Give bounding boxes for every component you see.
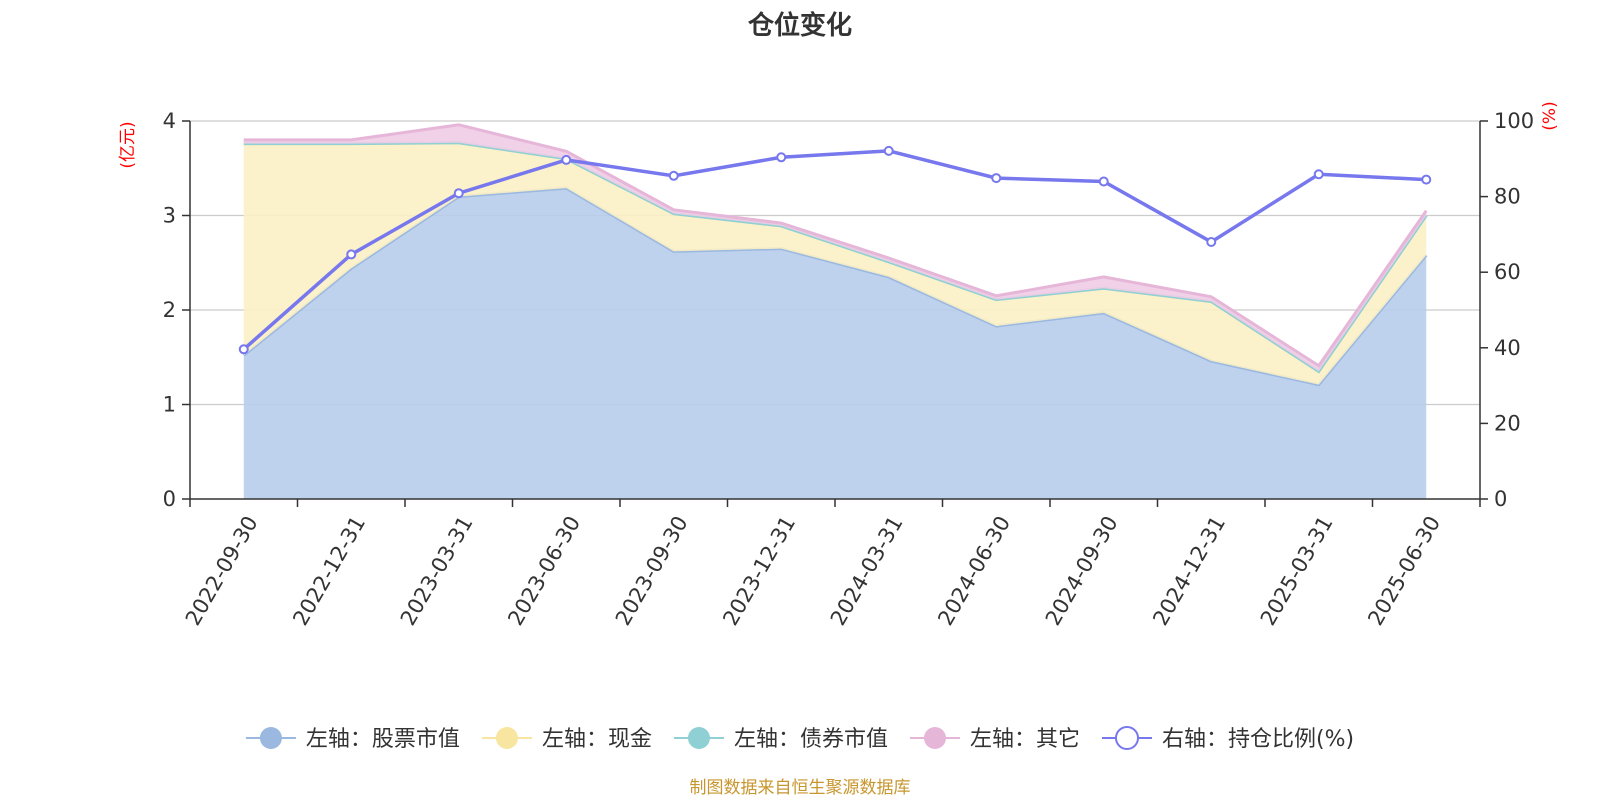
ratio-point: [346, 249, 357, 260]
area-左轴：股票市值: [243, 188, 1427, 499]
ratio-point: [883, 145, 894, 156]
x-tick-label: 2023-06-30: [503, 512, 585, 630]
ratio-point: [776, 152, 787, 163]
legend-swatch-marker: [495, 727, 518, 749]
left-tick-label: 3: [163, 204, 176, 228]
area-左轴：现金: [243, 142, 1427, 385]
legend-label: 左轴：其它: [970, 727, 1080, 752]
ratio-point: [1313, 169, 1324, 180]
legend-label: 左轴：债券市值: [734, 727, 888, 752]
x-tick-label: 2025-03-31: [1256, 512, 1338, 630]
x-tick-label: 2024-06-30: [933, 512, 1015, 630]
x-tick-label: 2023-12-31: [718, 512, 800, 630]
area-edge-左轴：其它: [243, 123, 1428, 368]
ratio-point: [238, 344, 249, 355]
legend-item: 左轴：其它: [909, 727, 1080, 752]
area-edge-左轴：债券市值: [243, 141, 1428, 374]
ratio-point: [1421, 174, 1432, 185]
legend-item: 右轴：持仓比例(%): [1101, 726, 1354, 752]
ratio-point: [561, 154, 572, 165]
ratio-point: [1206, 236, 1217, 247]
right-tick-label: 80: [1494, 185, 1521, 209]
ratio-line-layer: [238, 145, 1432, 355]
ratio-point: [453, 188, 464, 199]
x-tick-label: 2023-03-31: [396, 512, 478, 630]
x-tick-label: 2022-09-30: [181, 512, 263, 630]
x-tick-label: 2023-09-30: [611, 512, 693, 630]
right-tick-label: 20: [1494, 411, 1521, 435]
legend-swatch-marker: [923, 727, 946, 749]
legend-item: 左轴：债券市值: [673, 727, 888, 752]
x-tick-label: 2024-03-31: [826, 512, 908, 630]
right-tick-label: 60: [1494, 260, 1521, 284]
legend: 左轴：股票市值 左轴：现金 左轴：债券市值 左轴：其它 右轴：持仓比例(%): [245, 726, 1354, 752]
right-tick-label: 40: [1494, 336, 1521, 360]
right-axis-unit: (%): [1540, 101, 1560, 130]
data-source-note: 制图数据来自恒生聚源数据库: [690, 778, 911, 798]
legend-item: 左轴：股票市值: [245, 727, 460, 752]
left-tick-label: 0: [163, 487, 176, 511]
x-tick-label: 2022-12-31: [288, 512, 370, 630]
legend-label: 左轴：现金: [542, 727, 652, 752]
legend-label: 右轴：持仓比例(%): [1162, 727, 1354, 752]
stacked-areas: [242, 123, 1428, 499]
right-tick-label: 100: [1494, 109, 1534, 133]
x-tick-label: 2024-12-31: [1148, 512, 1230, 630]
left-tick-label: 4: [163, 109, 176, 133]
left-tick-label: 1: [163, 393, 176, 417]
ratio-point: [668, 170, 679, 181]
left-tick-label: 2: [163, 298, 176, 322]
legend-swatch-marker: [259, 727, 282, 749]
area-edge-左轴：股票市值: [242, 186, 1428, 387]
ratio-point: [991, 173, 1002, 184]
legend-swatch-marker: [1114, 726, 1139, 750]
legend-label: 左轴：股票市值: [306, 727, 460, 752]
right-tick-label: 0: [1494, 487, 1507, 511]
x-tick-label: 2024-09-30: [1041, 512, 1123, 630]
chart-title: 仓位变化: [747, 10, 852, 41]
ratio-point: [1098, 176, 1109, 187]
x-tick-label: 2025-06-30: [1363, 512, 1445, 630]
legend-item: 左轴：现金: [481, 727, 652, 752]
left-axis-unit: (亿元): [118, 121, 138, 168]
legend-swatch-marker: [687, 727, 710, 749]
line-右轴：持仓比例(%): [242, 149, 1427, 351]
